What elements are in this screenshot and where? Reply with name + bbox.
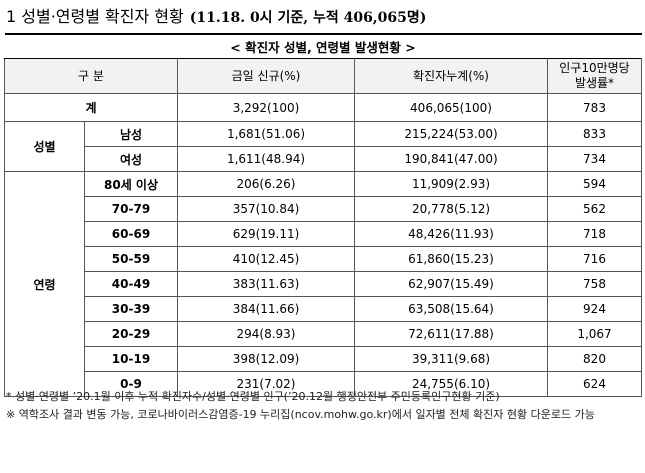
table-row: 70-79 357(10.84) 20,778(5.12) 562	[5, 196, 642, 222]
row-label: 80세 이상	[84, 171, 178, 197]
cell-rate: 924	[547, 296, 642, 322]
row-label: 10-19	[84, 346, 178, 372]
cell-cumulative: 190,841(47.00)	[354, 146, 548, 172]
table-row: 50-59 410(12.45) 61,860(15.23) 716	[5, 246, 642, 272]
cell-cumulative: 215,224(53.00)	[354, 121, 548, 147]
cell-cumulative: 72,611(17.88)	[354, 321, 548, 347]
cell-rate: 783	[547, 93, 642, 122]
table-row: 10-19 398(12.09) 39,311(9.68) 820	[5, 346, 642, 372]
cell-rate: 833	[547, 121, 642, 147]
cell-new: 231(7.02)	[177, 371, 355, 397]
table-caption: < 확진자 성별, 연령별 발생현황 >	[4, 33, 642, 59]
cell-rate: 758	[547, 271, 642, 297]
cell-rate: 734	[547, 146, 642, 172]
row-label: 40-49	[84, 271, 178, 297]
footnote-download-info: ※ 역학조사 결과 변동 가능, 코로나바이러스감염증-19 누리집(ncov.…	[6, 408, 595, 421]
header-rate-line2: 발생률*	[574, 76, 615, 90]
table-caption-row: < 확진자 성별, 연령별 발생현황 >	[4, 33, 642, 59]
row-label: 남성	[84, 121, 178, 147]
table-row: 40-49 383(11.63) 62,907(15.49) 758	[5, 271, 642, 297]
row-label: 여성	[84, 146, 178, 172]
footnotes: * 성별·연령별 ’20.1월 이후 누적 확진자수/성별·연령별 인구(’20…	[6, 388, 638, 424]
cell-cumulative: 61,860(15.23)	[354, 246, 548, 272]
cell-new: 629(19.11)	[177, 221, 355, 247]
row-label: 50-59	[84, 246, 178, 272]
cell-rate: 624	[547, 371, 642, 397]
cell-new: 1,611(48.94)	[177, 146, 355, 172]
cell-rate: 1,067	[547, 321, 642, 347]
row-label: 계	[4, 93, 178, 122]
confirmed-cases-table: < 확진자 성별, 연령별 발생현황 > 구 분 금일 신규(%) 확진자누계(…	[4, 33, 642, 397]
cell-cumulative: 63,508(15.64)	[354, 296, 548, 322]
cell-new: 383(11.63)	[177, 271, 355, 297]
cell-rate: 716	[547, 246, 642, 272]
row-label: 0-9	[84, 371, 178, 397]
row-label: 30-39	[84, 296, 178, 322]
row-label: 70-79	[84, 196, 178, 222]
row-label: 20-29	[84, 321, 178, 347]
group-label-sex: 성별	[4, 121, 85, 172]
cell-cumulative: 406,065(100)	[354, 93, 548, 122]
cell-rate: 562	[547, 196, 642, 222]
table-row: 여성 1,611(48.94) 190,841(47.00) 734	[5, 146, 642, 172]
table-row: 60-69 629(19.11) 48,426(11.93) 718	[5, 221, 642, 247]
cell-new: 398(12.09)	[177, 346, 355, 372]
cell-rate: 820	[547, 346, 642, 372]
header-rate-line1: 인구10만명당	[559, 61, 630, 75]
table-row: 성별 남성 1,681(51.06) 215,224(53.00) 833	[4, 121, 642, 172]
title-main: 1 성별·연령별 확진자 현황	[6, 7, 184, 26]
cell-new: 384(11.66)	[177, 296, 355, 322]
table-row: 연령 80세 이상 206(6.26) 11,909(2.93) 594	[4, 171, 642, 397]
cell-cumulative: 39,311(9.68)	[354, 346, 548, 372]
cell-new: 206(6.26)	[177, 171, 355, 197]
cell-new: 410(12.45)	[177, 246, 355, 272]
table-row-total: 계 3,292(100) 406,065(100) 783	[4, 93, 642, 122]
header-rate: 인구10만명당 발생률*	[547, 58, 642, 94]
cell-rate: 718	[547, 221, 642, 247]
cell-new: 3,292(100)	[177, 93, 355, 122]
cell-new: 357(10.84)	[177, 196, 355, 222]
table-row: 0-9 231(7.02) 24,755(6.10) 624	[5, 371, 642, 397]
header-category: 구 분	[4, 58, 178, 94]
cell-cumulative: 48,426(11.93)	[354, 221, 548, 247]
row-label: 60-69	[84, 221, 178, 247]
cell-cumulative: 62,907(15.49)	[354, 271, 548, 297]
cell-cumulative: 11,909(2.93)	[354, 171, 548, 197]
footnote-population-basis: * 성별·연령별 ’20.1월 이후 누적 확진자수/성별·연령별 인구(’20…	[6, 390, 500, 403]
header-new: 금일 신규(%)	[177, 58, 355, 94]
cell-cumulative: 20,778(5.12)	[354, 196, 548, 222]
cell-rate: 594	[547, 171, 642, 197]
title-sub: (11.18. 0시 기준, 누적 406,065명)	[189, 10, 427, 26]
table-row: 20-29 294(8.93) 72,611(17.88) 1,067	[5, 321, 642, 347]
page-title: 1 성별·연령별 확진자 현황 (11.18. 0시 기준, 누적 406,065…	[6, 4, 426, 30]
table-header-row: 구 분 금일 신규(%) 확진자누계(%) 인구10만명당 발생률*	[4, 58, 642, 94]
table-row: 30-39 384(11.66) 63,508(15.64) 924	[5, 296, 642, 322]
group-label-age: 연령	[4, 171, 85, 397]
header-cumulative: 확진자누계(%)	[354, 58, 548, 94]
cell-new: 1,681(51.06)	[177, 121, 355, 147]
cell-new: 294(8.93)	[177, 321, 355, 347]
